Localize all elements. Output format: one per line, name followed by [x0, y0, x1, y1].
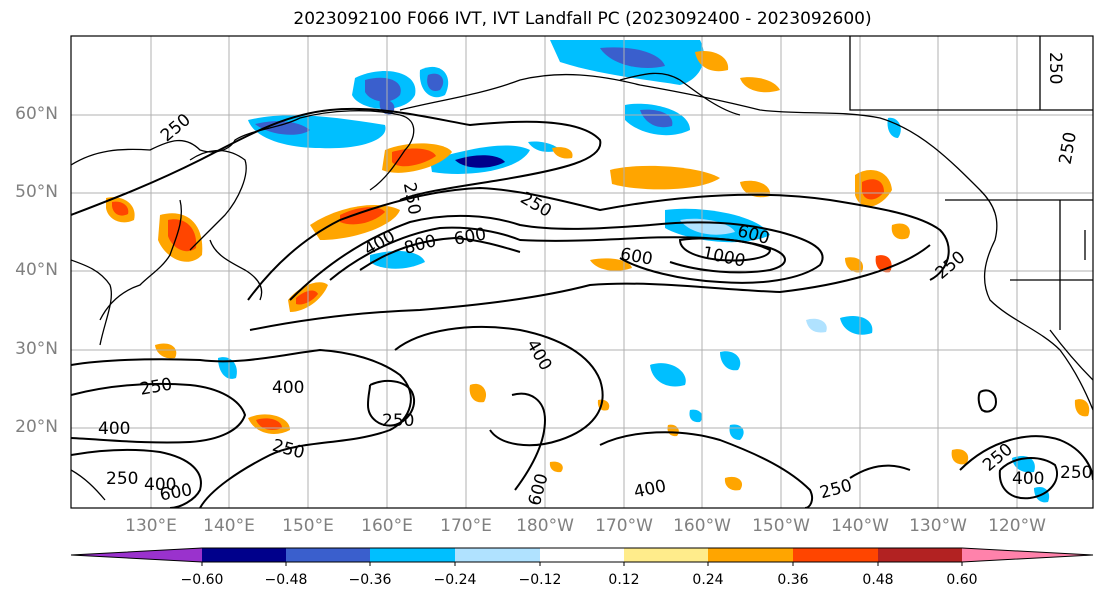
colorbar-tick-label: −0.36 — [348, 572, 392, 588]
lat-label: 50°N — [15, 182, 58, 202]
colorbar-tick-label: 0.48 — [862, 572, 894, 588]
coastlines — [71, 36, 1093, 501]
lon-label: 130°E — [125, 516, 177, 536]
lon-label: 180°W — [516, 516, 574, 536]
lon-label: 120°W — [988, 516, 1046, 536]
lon-label: 150°W — [752, 516, 810, 536]
colorbar-tick-label: 0.36 — [777, 572, 809, 588]
lon-label: 170°E — [440, 516, 492, 536]
lon-label: 130°W — [909, 516, 967, 536]
lat-label: 60°N — [15, 104, 58, 124]
colorbar-extend-low — [71, 548, 202, 562]
colorbar — [70, 547, 1094, 566]
contour-label: 250 — [1060, 463, 1092, 483]
contour-label: 400 — [1012, 469, 1044, 489]
colorbar-bin — [540, 548, 624, 562]
contour-label: 250 — [1045, 52, 1065, 84]
lon-label: 140°E — [203, 516, 255, 536]
colorbar-tick-label: −0.24 — [433, 572, 477, 588]
contour-label: 400 — [144, 475, 176, 495]
colorbar-bin — [708, 548, 793, 562]
colorbar-bin — [878, 548, 962, 562]
colorbar-tick-label: −0.48 — [264, 572, 308, 588]
colorbar-tick-label: 0.60 — [946, 572, 978, 588]
map-title: 2023092100 F066 IVT, IVT Landfall PC (20… — [293, 9, 872, 29]
colorbar-bin — [370, 548, 455, 562]
contour-label: 250 — [106, 469, 138, 489]
colorbar-bin — [793, 548, 878, 562]
contour-label: 250 — [382, 411, 414, 431]
contour-label: 400 — [98, 419, 130, 439]
colorbar-tick-label: −0.12 — [518, 572, 562, 588]
lon-label: 140°W — [831, 516, 889, 536]
lon-label: 150°E — [282, 516, 334, 536]
colorbar-extend-high — [962, 548, 1093, 562]
colorbar-tick-label: 0.12 — [608, 572, 640, 588]
map-frame — [70, 35, 1094, 509]
lon-label: 160°W — [673, 516, 731, 536]
map-panel: 250 250 250 250 400 800 600 250 600 1000… — [71, 36, 1093, 508]
lat-label: 20°N — [15, 417, 58, 437]
lat-label: 30°N — [15, 339, 58, 359]
colorbar-bin — [286, 548, 370, 562]
colorbar-bin — [624, 548, 708, 562]
colorbar-bin — [455, 548, 540, 562]
lon-label: 160°E — [361, 516, 413, 536]
pc-shading — [106, 40, 1090, 503]
colorbar-tick-label: −0.60 — [180, 572, 224, 588]
ivt-contours — [71, 107, 1093, 508]
contour-label: 400 — [272, 378, 304, 398]
graticule — [71, 36, 1093, 508]
colorbar-bin — [202, 548, 286, 562]
lat-label: 40°N — [15, 260, 58, 280]
colorbar-tick-label: 0.24 — [692, 572, 724, 588]
lon-label: 170°W — [595, 516, 653, 536]
